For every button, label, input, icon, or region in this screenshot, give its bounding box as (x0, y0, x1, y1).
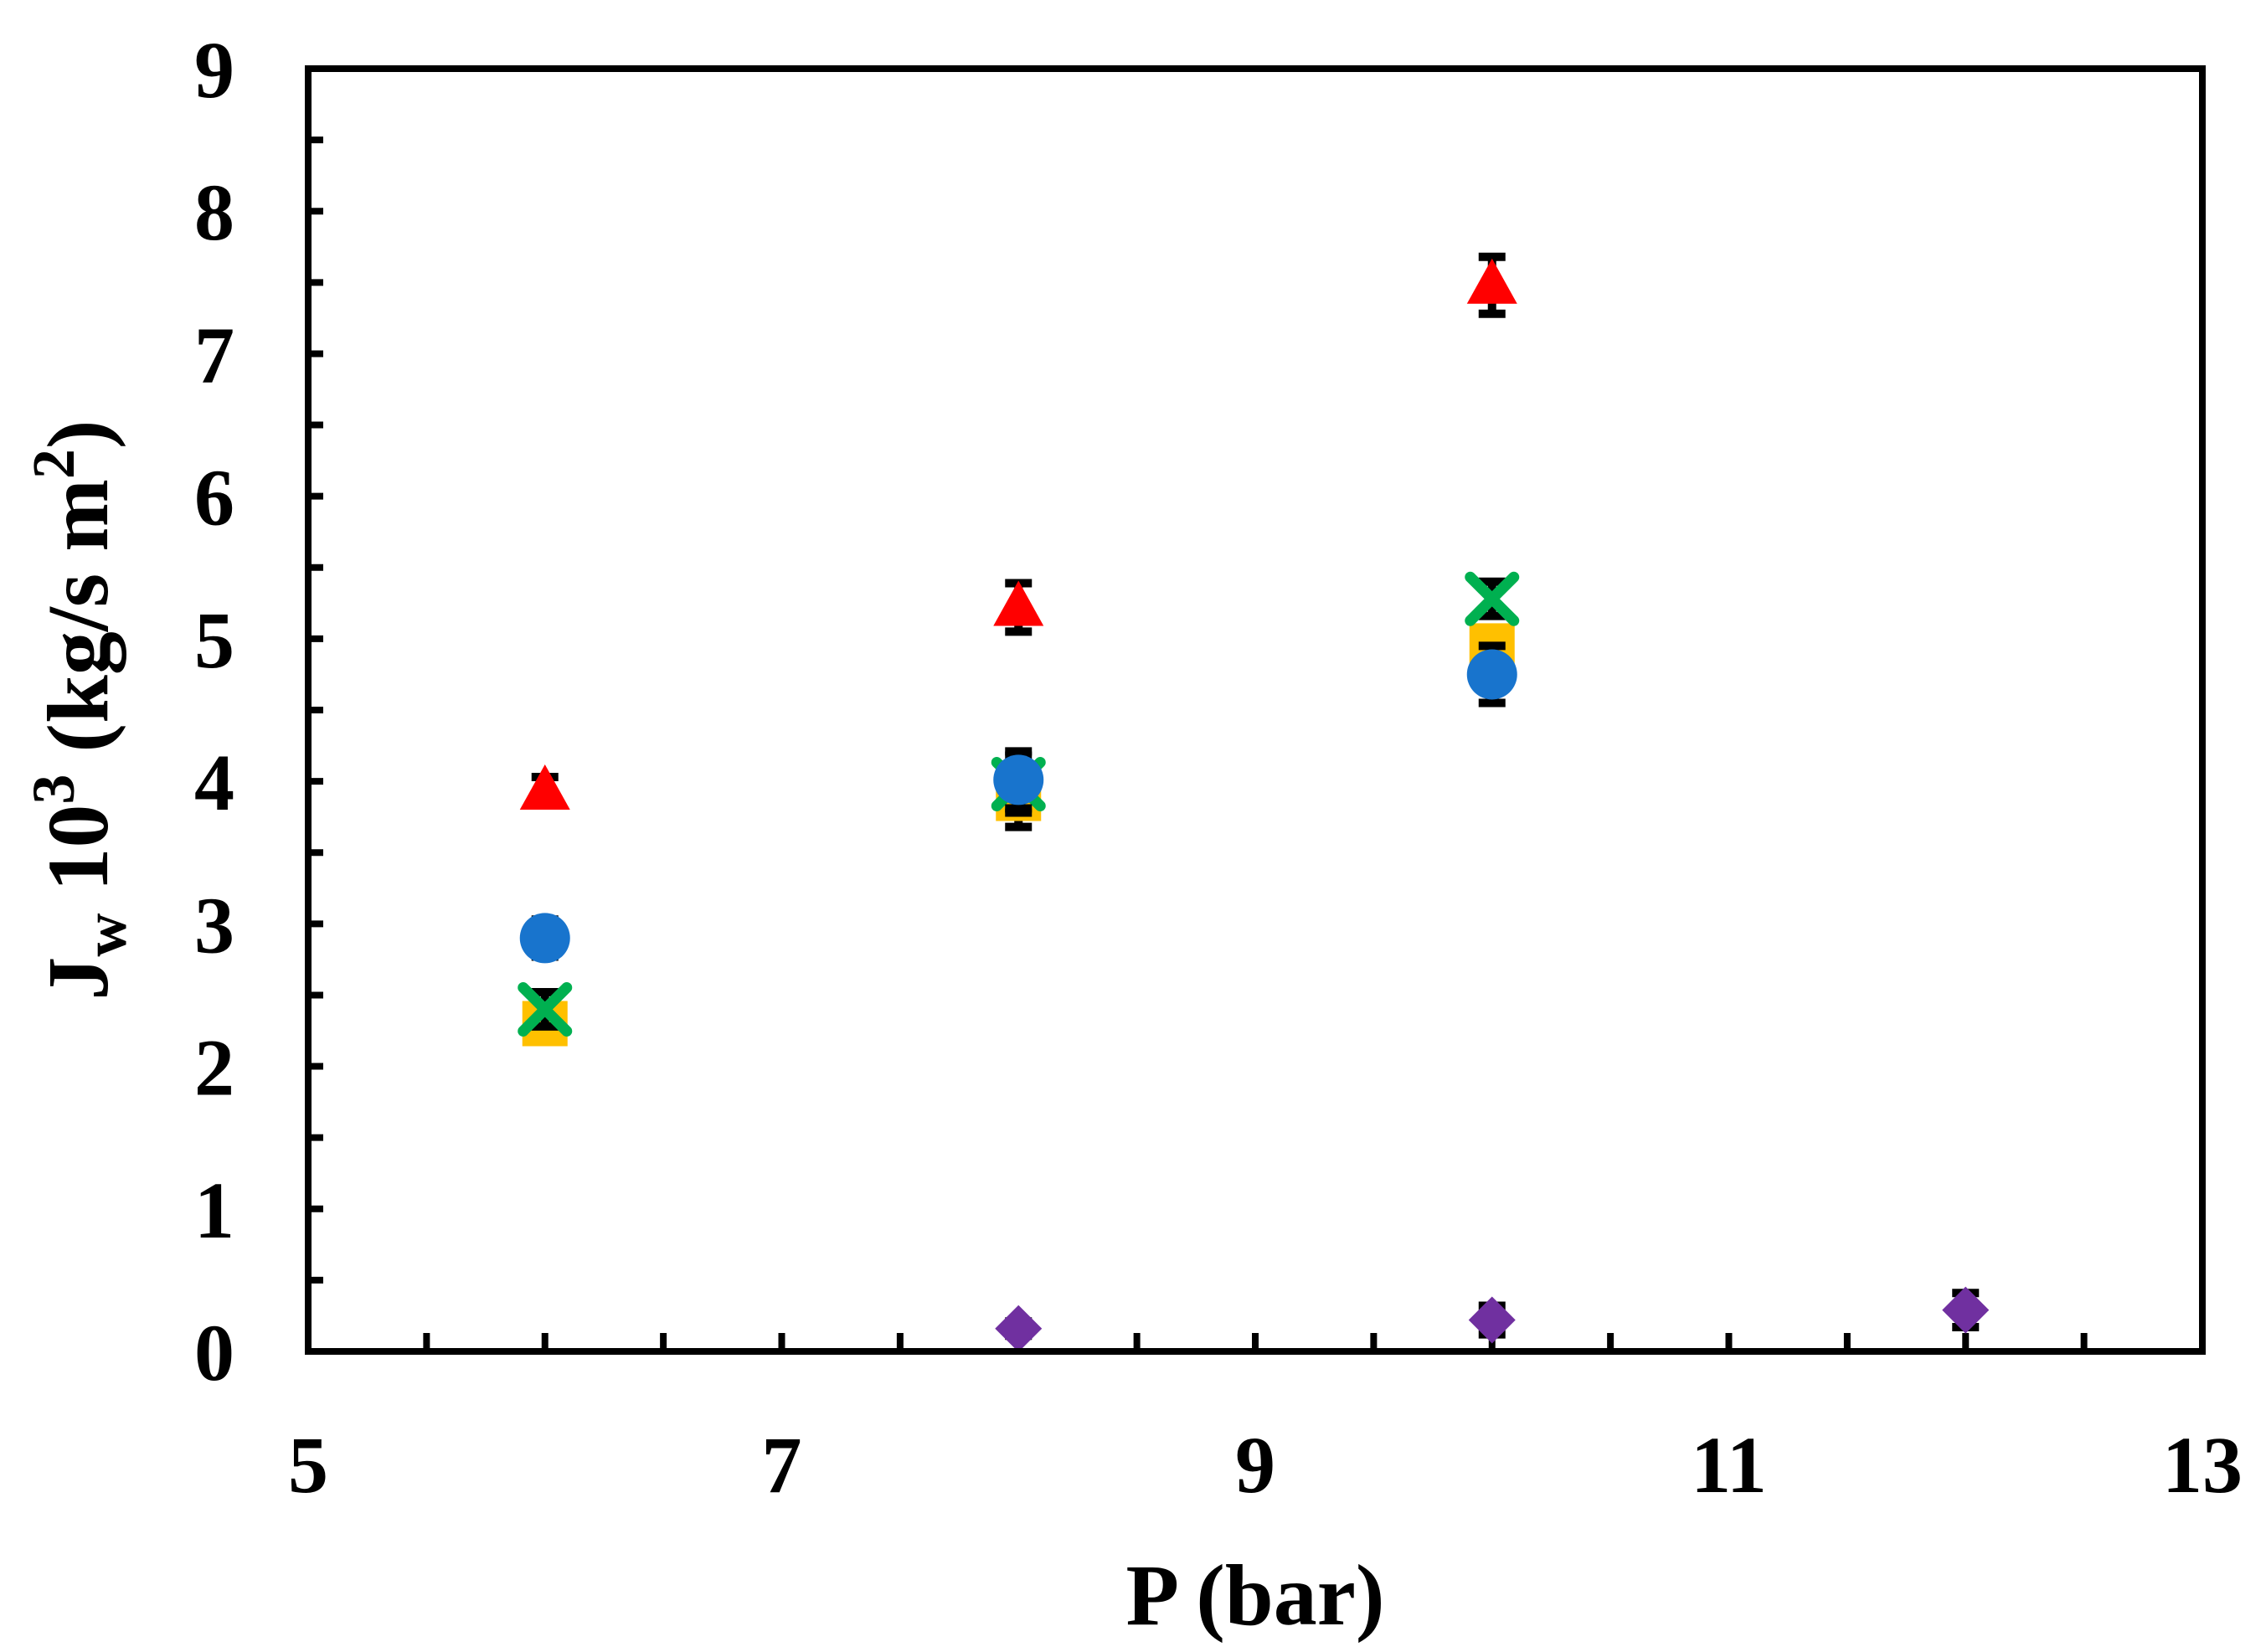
x-axis-tick-labels: 5 7 9 11 13 (288, 1420, 2243, 1510)
y-tick-label: 1 (194, 1166, 234, 1255)
data-point-x (1465, 571, 1520, 626)
y-axis-tick-labels: 0 1 2 3 4 5 6 7 8 9 (194, 25, 234, 1397)
y-tick-label: 0 (194, 1308, 234, 1397)
data-point-circle (1466, 641, 1517, 708)
x-tick-label: 13 (2162, 1420, 2243, 1510)
y-tick-label: 9 (194, 25, 234, 115)
y-tick-label: 3 (194, 880, 234, 970)
data-point-diamond (1468, 1296, 1516, 1344)
y-tick-label: 2 (194, 1023, 234, 1113)
y-tick-label: 8 (194, 167, 234, 257)
data-point-circle (993, 747, 1044, 813)
data-points (518, 252, 1990, 1352)
data-point-circle (519, 913, 570, 964)
y-tick-label: 6 (194, 453, 234, 543)
x-tick-label: 5 (288, 1420, 328, 1510)
plot-area-frame (305, 65, 2206, 1355)
x-tick-label: 9 (1235, 1420, 1275, 1510)
y-tick-label: 5 (194, 595, 234, 685)
x-tick-label: 11 (1691, 1420, 1767, 1510)
data-point-triangle (1466, 252, 1517, 318)
y-tick-label: 7 (194, 310, 234, 399)
x-tick-label: 7 (762, 1420, 802, 1510)
data-point-diamond (1942, 1286, 1990, 1334)
y-tick-label: 4 (194, 738, 234, 827)
data-point-triangle (519, 764, 570, 811)
data-point-diamond (995, 1305, 1043, 1352)
y-axis-title: Jw 103 (kg/s m2) (20, 419, 139, 1000)
data-point-triangle (993, 579, 1044, 636)
data-point-x (518, 981, 573, 1037)
x-axis-title: P (bar) (1125, 1547, 1384, 1644)
